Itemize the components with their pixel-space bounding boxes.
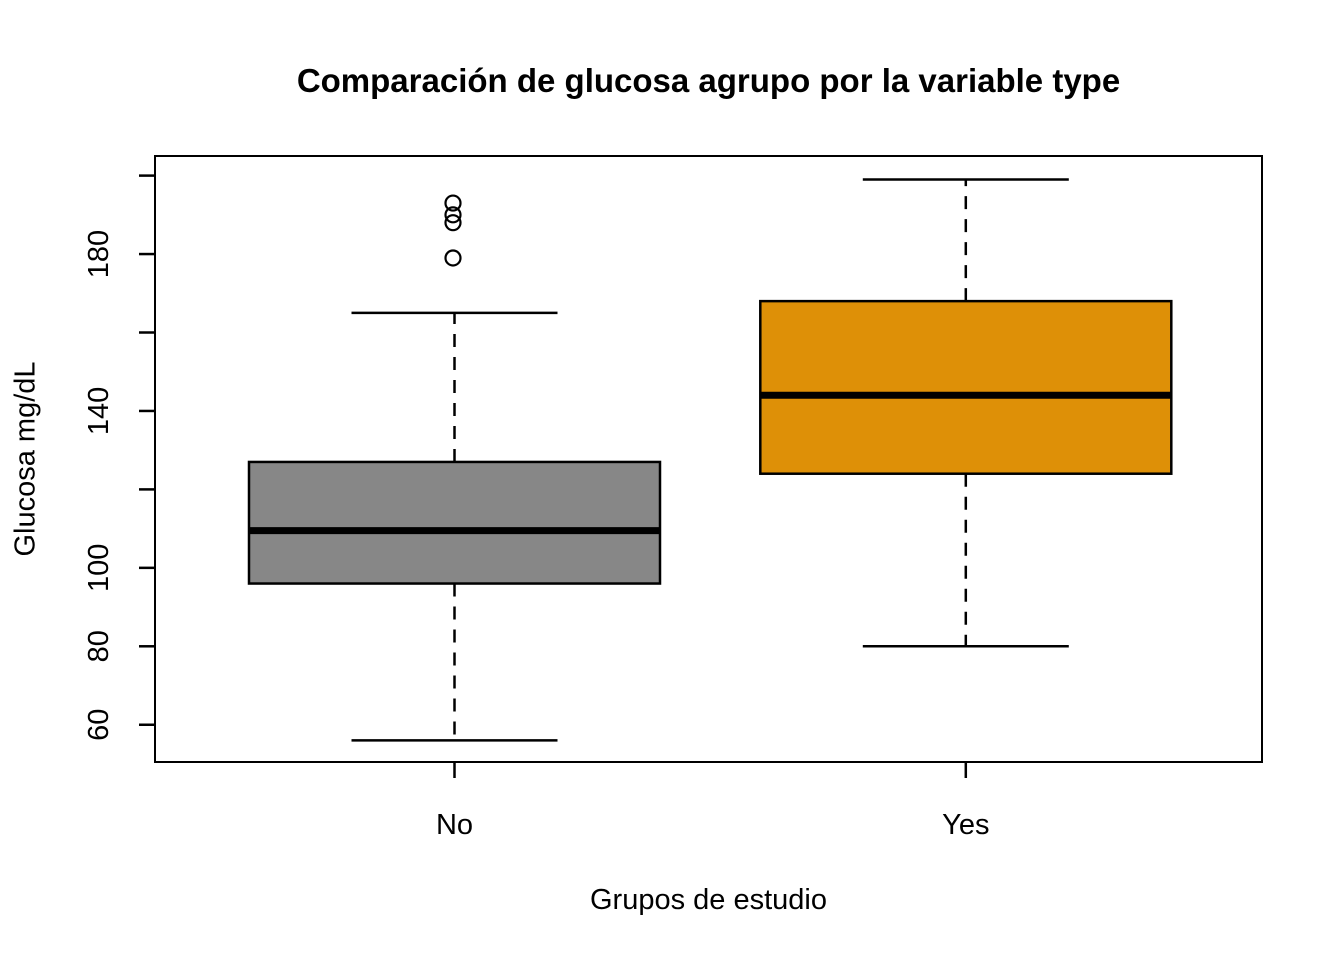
outlier-point xyxy=(444,249,462,267)
y-tick-label: 100 xyxy=(83,544,115,592)
y-tick-label: 80 xyxy=(83,630,115,662)
x-tick-label-no: No xyxy=(436,809,473,841)
x-tick-label-yes: Yes xyxy=(942,809,989,841)
y-tick-label: 60 xyxy=(83,709,115,741)
y-tick-label: 140 xyxy=(83,387,115,435)
outlier-point xyxy=(444,194,462,212)
outlier-point xyxy=(444,206,462,224)
y-tick-label: 180 xyxy=(83,230,115,278)
iqr-box-no xyxy=(247,460,662,585)
plot-border xyxy=(154,155,1263,763)
outlier-point xyxy=(444,214,462,232)
x-axis-label: Grupos de estudio xyxy=(590,884,827,916)
chart-title: Comparación de glucosa agrupo por la var… xyxy=(296,62,1121,99)
iqr-box-yes xyxy=(759,299,1173,475)
